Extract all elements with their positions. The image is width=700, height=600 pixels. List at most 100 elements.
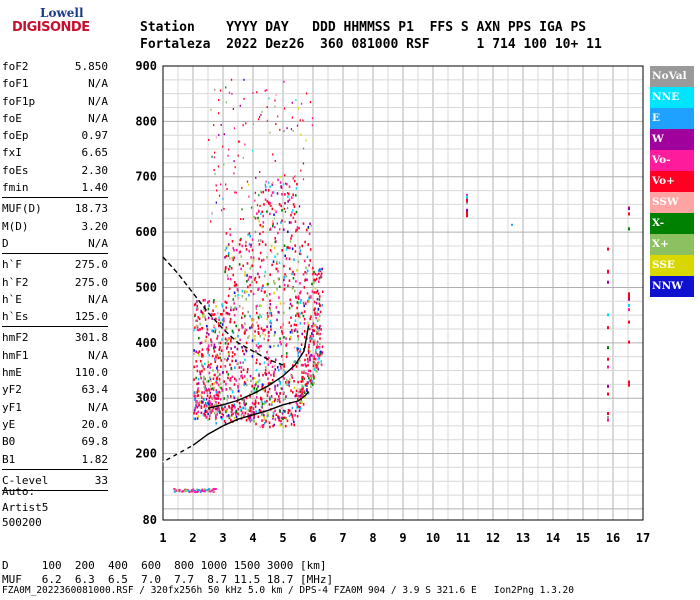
echo-point xyxy=(316,353,319,356)
echo-point xyxy=(207,380,210,383)
echo-point xyxy=(247,409,250,412)
param-value: 6.65 xyxy=(81,146,109,160)
echo-point xyxy=(239,104,241,107)
echo-point xyxy=(250,264,253,268)
echo-point xyxy=(235,191,237,194)
echo-point xyxy=(274,159,276,162)
echo-point xyxy=(204,384,207,388)
echo-point xyxy=(218,330,221,334)
echo-point xyxy=(240,413,243,417)
logo-lowell-text: Lowell xyxy=(40,6,84,20)
echo-point xyxy=(226,245,229,248)
echo-point xyxy=(319,337,321,340)
echo-point xyxy=(307,363,309,367)
echo-point xyxy=(293,179,296,183)
echo-point xyxy=(219,352,221,356)
echo-point xyxy=(249,374,252,378)
echo-point xyxy=(266,89,268,92)
echo-point xyxy=(215,184,217,187)
echo-point xyxy=(309,382,312,385)
echo-point xyxy=(287,192,290,196)
echo-point xyxy=(249,406,251,409)
echo-point xyxy=(262,298,264,301)
echo-point xyxy=(258,379,261,382)
es-echo-point xyxy=(178,489,181,492)
echo-point xyxy=(234,345,236,349)
echo-point xyxy=(202,380,205,383)
echo-point xyxy=(313,342,315,345)
echo-point xyxy=(289,267,291,271)
echo-point xyxy=(233,416,236,420)
echo-point xyxy=(292,418,294,421)
echo-point xyxy=(266,317,268,321)
echo-point xyxy=(247,285,249,289)
echo-point xyxy=(291,101,293,104)
echo-point xyxy=(218,316,220,320)
echo-point xyxy=(292,203,295,206)
echo-point xyxy=(301,391,304,395)
echo-point xyxy=(213,298,215,302)
echo-point xyxy=(251,339,254,342)
echo-point xyxy=(318,298,321,301)
echo-point xyxy=(316,319,319,323)
es-echo-point xyxy=(190,489,193,492)
echo-point xyxy=(203,382,205,385)
echo-point xyxy=(217,410,219,413)
echo-point xyxy=(227,254,230,258)
param-key: yF1 xyxy=(2,400,22,414)
echo-point xyxy=(261,286,263,290)
echo-point xyxy=(255,422,257,426)
echo-point xyxy=(306,357,309,361)
echo-point xyxy=(301,311,303,315)
echo-point xyxy=(298,388,301,391)
echo-point xyxy=(217,311,219,315)
echo-point xyxy=(207,402,210,406)
es-echo-point xyxy=(185,489,188,492)
echo-point xyxy=(216,189,218,192)
echo-point xyxy=(210,108,212,111)
echo-point xyxy=(205,410,208,413)
echo-point xyxy=(283,416,286,420)
param-row: foE N/A xyxy=(2,110,108,127)
echo-point xyxy=(243,400,246,403)
echo-point xyxy=(302,147,305,150)
echo-point xyxy=(215,136,218,139)
echo-point xyxy=(203,385,206,389)
echo-point xyxy=(301,332,304,336)
echo-point xyxy=(292,276,295,280)
echo-point xyxy=(198,317,201,321)
echo-point xyxy=(229,277,232,281)
echo-point xyxy=(313,281,315,284)
echo-point xyxy=(225,86,227,89)
echo-point xyxy=(235,324,238,328)
echo-point xyxy=(235,379,237,382)
echo-point xyxy=(260,344,262,348)
param-row: yF1 N/A xyxy=(2,399,108,416)
echo-point xyxy=(263,337,266,341)
echo-point xyxy=(282,410,285,414)
echo-point xyxy=(257,402,260,405)
echo-point xyxy=(293,346,296,349)
echo-point xyxy=(315,291,318,294)
echo-point xyxy=(293,205,296,208)
echo-point xyxy=(252,256,255,260)
echo-point xyxy=(233,256,235,260)
param-value: 125.0 xyxy=(74,310,108,324)
echo-point xyxy=(261,240,264,244)
echo-point xyxy=(264,369,267,372)
echo-point xyxy=(209,366,211,369)
echo-point xyxy=(276,192,279,195)
echo-point xyxy=(278,261,281,265)
echo-point xyxy=(285,344,287,347)
echo-point xyxy=(269,202,272,205)
echo-point xyxy=(285,381,287,384)
echo-point xyxy=(243,97,245,100)
echo-point xyxy=(273,246,276,250)
echo-point xyxy=(276,222,278,225)
echo-point xyxy=(208,304,210,307)
echo-point xyxy=(209,376,211,379)
echo-point xyxy=(315,369,318,373)
echo-point xyxy=(239,405,241,409)
echo-point xyxy=(268,396,271,399)
